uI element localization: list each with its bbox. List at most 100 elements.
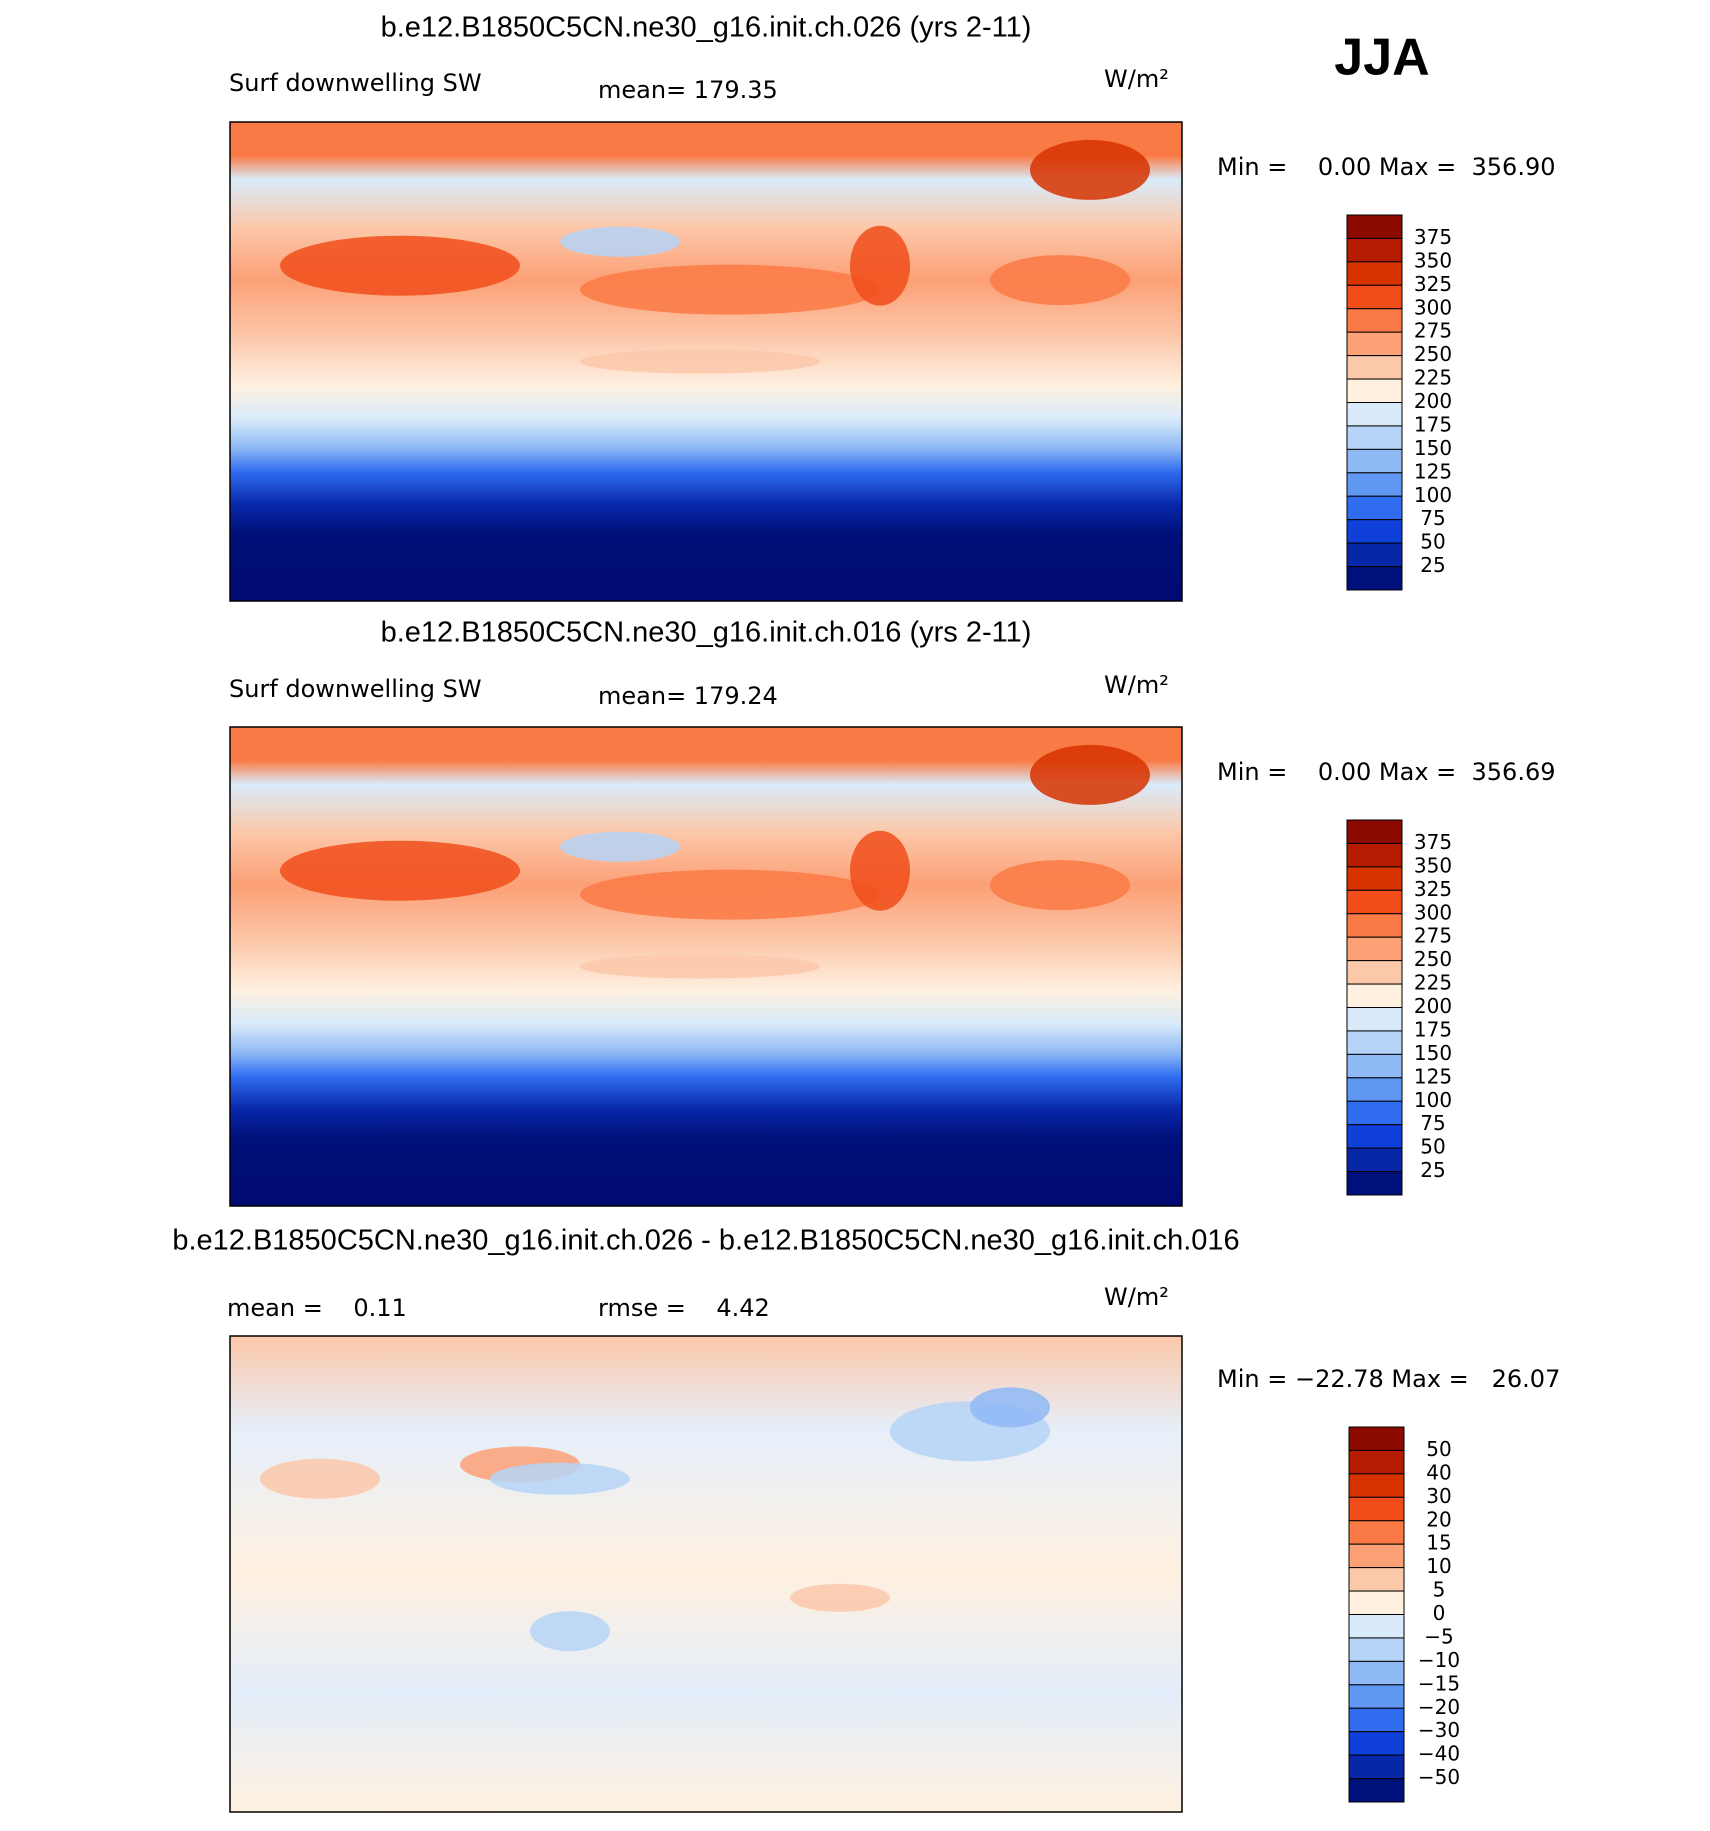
colorbar-box — [1346, 1124, 1403, 1149]
colorbar-label: 125 — [1414, 459, 1452, 483]
colorbar-box — [1346, 1147, 1403, 1173]
stat-label: mean = 0.11 — [227, 1294, 407, 1322]
map-frame — [229, 121, 1183, 602]
colorbar-box — [1346, 983, 1403, 1008]
colorbar-label: 5 — [1433, 1578, 1446, 1602]
colorbar-box — [1348, 1520, 1405, 1545]
colorbar-label: 40 — [1426, 1460, 1451, 1484]
colorbar-box — [1348, 1473, 1405, 1498]
colorbar-label: 175 — [1414, 1017, 1452, 1041]
colorbar-box — [1346, 889, 1403, 915]
colorbar-label: 325 — [1414, 877, 1452, 901]
colorbar-box — [1348, 1543, 1405, 1569]
map-feature — [580, 869, 880, 920]
colorbar-box — [1348, 1660, 1405, 1686]
min-max-label: Min = −22.78 Max = 26.07 — [1217, 1365, 1560, 1393]
colorbar-box — [1346, 1007, 1403, 1032]
min-max-label: Min = 0.00 Max = 356.69 — [1217, 758, 1556, 786]
colorbar-box — [1346, 378, 1403, 403]
colorbar-box — [1346, 331, 1403, 357]
colorbar-box — [1346, 1077, 1403, 1102]
colorbar-box — [1348, 1684, 1405, 1709]
colorbar-box — [1346, 355, 1403, 380]
map-frame — [229, 726, 1183, 1207]
colorbar-label: 350 — [1414, 248, 1452, 272]
colorbar-box — [1346, 819, 1403, 844]
map-feature — [990, 860, 1130, 911]
colorbar-box — [1346, 1053, 1403, 1079]
colorbar-label: 50 — [1420, 1135, 1445, 1159]
map-feature — [580, 349, 820, 374]
colorbar-label: 50 — [1420, 530, 1445, 554]
colorbar-box — [1348, 1637, 1405, 1662]
map-feature — [580, 954, 820, 979]
colorbar-box — [1346, 1100, 1403, 1126]
colorbar-box — [1348, 1754, 1405, 1780]
colorbar-box — [1348, 1778, 1405, 1803]
map-feature — [850, 830, 910, 911]
colorbar-label: −40 — [1418, 1742, 1460, 1766]
colorbar-label: 30 — [1426, 1484, 1451, 1508]
colorbar-label: 75 — [1420, 1111, 1445, 1135]
panel-title: b.e12.B1850C5CN.ne30_g16.init.ch.026 - b… — [172, 1225, 1239, 1257]
colorbar-label: −15 — [1418, 1671, 1460, 1695]
colorbar-box — [1348, 1590, 1405, 1615]
colorbar-label: 15 — [1426, 1531, 1451, 1555]
colorbar-box — [1348, 1614, 1405, 1639]
colorbar-label: 200 — [1414, 389, 1452, 413]
colorbar-box — [1346, 936, 1403, 962]
colorbar-box — [1348, 1567, 1405, 1592]
map-feature — [280, 235, 520, 296]
units-label: W/m² — [1104, 1283, 1169, 1311]
colorbar-box — [1346, 402, 1403, 427]
colorbar-box — [1346, 214, 1403, 239]
colorbar-label: 150 — [1414, 1041, 1452, 1065]
colorbar-label: 225 — [1414, 971, 1452, 995]
map-feature — [1030, 139, 1150, 200]
colorbar-label: 275 — [1414, 924, 1452, 948]
stat-label: mean= 179.35 — [598, 76, 778, 104]
colorbar-label: 50 — [1426, 1437, 1451, 1461]
map-feature — [790, 1583, 890, 1612]
map-feature — [280, 840, 520, 901]
colorbar-label: 175 — [1414, 412, 1452, 436]
colorbar-label: −30 — [1418, 1718, 1460, 1742]
colorbar-label: 25 — [1420, 553, 1445, 577]
colorbar-label: 75 — [1420, 506, 1445, 530]
map-feature — [970, 1387, 1050, 1428]
colorbar-box — [1346, 866, 1403, 891]
colorbar-label: 300 — [1414, 295, 1452, 319]
colorbar-label: 20 — [1426, 1507, 1451, 1531]
map-feature — [560, 831, 680, 862]
map-feature — [850, 225, 910, 306]
map-feature — [490, 1462, 630, 1495]
map-feature — [990, 255, 1130, 306]
colorbar-label: 100 — [1414, 1088, 1452, 1112]
colorbar-box — [1346, 913, 1403, 938]
map-feature — [260, 1458, 380, 1499]
colorbar-label: 100 — [1414, 483, 1452, 507]
units-label: W/m² — [1104, 671, 1169, 699]
colorbar-label: 10 — [1426, 1554, 1451, 1578]
colorbar-label: 125 — [1414, 1064, 1452, 1088]
colorbar-box — [1346, 425, 1403, 450]
colorbar-box — [1348, 1496, 1405, 1522]
map-frame — [229, 1335, 1183, 1813]
map-feature — [530, 1611, 610, 1652]
colorbar-box — [1346, 237, 1403, 263]
colorbar-label: 275 — [1414, 319, 1452, 343]
panel-title: b.e12.B1850C5CN.ne30_g16.init.ch.026 (yr… — [381, 12, 1032, 44]
stat-label: rmse = 4.42 — [598, 1294, 770, 1322]
colorbar-label: 250 — [1414, 342, 1452, 366]
colorbar-box — [1346, 448, 1403, 474]
colorbar-label: −50 — [1418, 1765, 1460, 1789]
map-feature — [1030, 744, 1150, 805]
colorbar-box — [1346, 308, 1403, 333]
variable-label: Surf downwelling SW — [229, 69, 482, 97]
colorbar-box — [1346, 1030, 1403, 1055]
map-feature — [580, 264, 880, 315]
colorbar-box — [1346, 960, 1403, 985]
colorbar-label: −5 — [1424, 1624, 1453, 1648]
colorbar-box — [1346, 519, 1403, 544]
